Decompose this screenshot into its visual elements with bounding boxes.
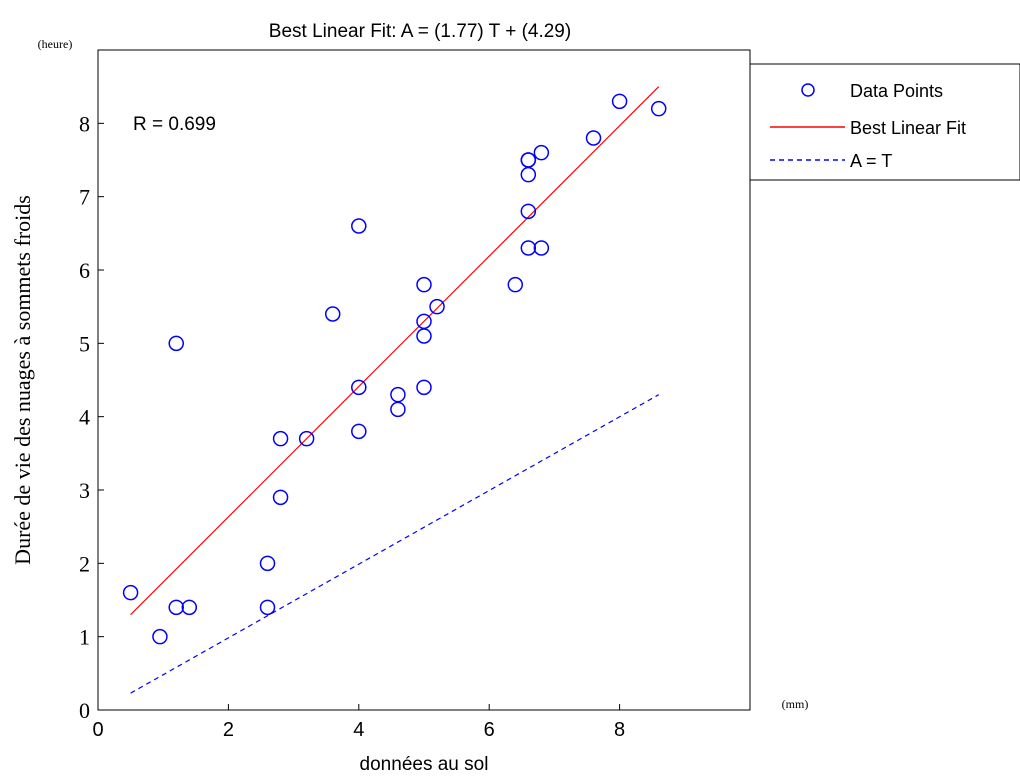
data-point xyxy=(416,313,432,330)
legend-box xyxy=(749,63,1020,181)
data-point xyxy=(298,430,315,447)
data-point xyxy=(520,203,537,220)
y-tick-label: 4 xyxy=(79,405,90,430)
data-point xyxy=(390,386,406,403)
x-tick-label: 4 xyxy=(353,719,364,741)
y-tick-label: 3 xyxy=(79,478,90,503)
r-value-annotation: R = 0.699 xyxy=(133,114,216,135)
legend-label-best-fit: Best Linear Fit xyxy=(850,118,966,138)
y-tick-label: 8 xyxy=(79,111,90,136)
y-unit-label: (heure) xyxy=(38,37,73,51)
y-tick-label: 7 xyxy=(79,185,90,210)
data-point xyxy=(324,306,341,322)
data-point xyxy=(259,599,276,616)
data-point xyxy=(520,152,537,168)
data-point xyxy=(650,100,667,117)
legend-label-a-equals-t: A = T xyxy=(850,151,892,171)
data-point xyxy=(122,584,139,601)
series-line-best-linear-fit xyxy=(130,86,660,616)
y-tick-label: 1 xyxy=(79,625,90,650)
data-point xyxy=(416,276,432,293)
data-point xyxy=(152,628,168,645)
data-point xyxy=(351,423,367,440)
x-tick-label: 6 xyxy=(484,719,495,741)
data-point xyxy=(416,379,432,396)
y-tick-label: 2 xyxy=(79,551,90,576)
data-point xyxy=(259,555,276,572)
data-point xyxy=(533,144,550,161)
legend: Data Points Best Linear Fit A = T xyxy=(749,63,1020,181)
data-point xyxy=(351,218,367,234)
data-point xyxy=(429,298,445,315)
x-tick-label: 2 xyxy=(223,719,234,741)
x-unit-label: (mm) xyxy=(782,697,809,711)
data-point xyxy=(533,240,550,256)
data-point xyxy=(507,276,524,293)
x-tick-label: 8 xyxy=(614,719,625,741)
y-tick-label: 5 xyxy=(79,331,90,356)
data-point xyxy=(181,599,198,616)
y-tick-label: 6 xyxy=(79,258,90,283)
data-point xyxy=(272,430,289,447)
legend-label-data-points: Data Points xyxy=(850,81,943,101)
data-point xyxy=(585,130,602,146)
data-point xyxy=(168,599,184,616)
series-lines xyxy=(130,86,660,694)
chart-title: Best Linear Fit: A = (1.77) T + (4.29) xyxy=(269,21,571,42)
axis-ticks: 0 2 4 6 8 0 1 2 3 4 5 6 7 8 xyxy=(79,111,625,741)
data-point xyxy=(272,489,289,506)
data-points xyxy=(122,93,667,645)
data-point xyxy=(611,93,628,110)
series-line-a-t xyxy=(130,394,660,694)
x-axis-label: données au sol xyxy=(360,754,489,775)
data-point xyxy=(168,335,184,352)
data-point xyxy=(520,240,537,256)
legend-marker-data-points xyxy=(801,83,815,97)
y-axis-label: Durée de vie des nuages à sommets froids xyxy=(10,195,35,565)
y-tick-label: 0 xyxy=(79,698,90,723)
data-point xyxy=(351,379,367,396)
x-tick-label: 0 xyxy=(92,719,103,741)
